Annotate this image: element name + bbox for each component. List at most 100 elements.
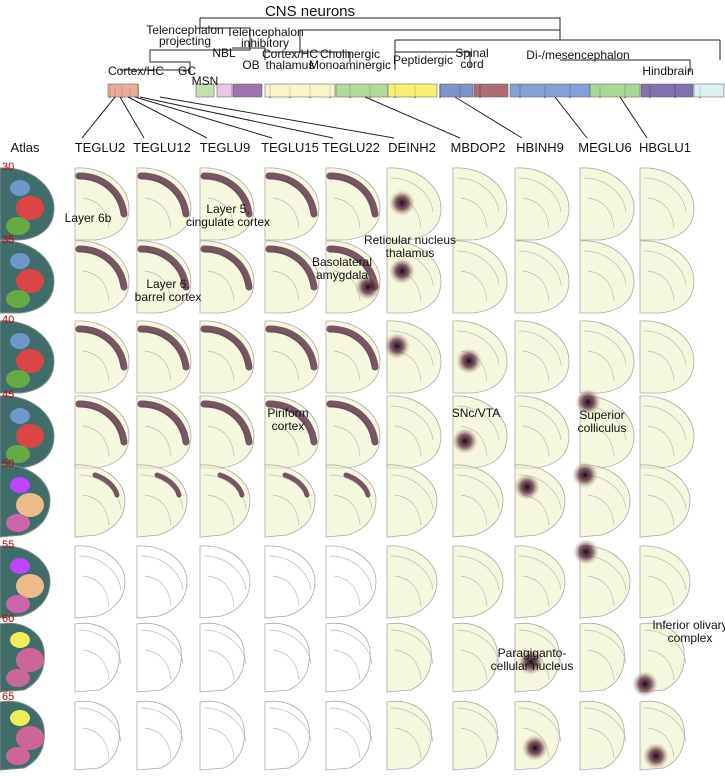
section-contour bbox=[456, 250, 500, 302]
connector-lines bbox=[81, 96, 648, 139]
section-outline bbox=[386, 395, 442, 469]
section-contour bbox=[140, 629, 184, 681]
section-contour bbox=[390, 707, 434, 759]
section-contour bbox=[140, 707, 184, 759]
column-label: TEGLU9 bbox=[200, 140, 251, 155]
brain-section bbox=[514, 240, 570, 314]
cluster-band bbox=[335, 83, 389, 98]
section-outline bbox=[325, 545, 377, 619]
section-outline bbox=[325, 395, 381, 469]
tree-label: Spinal bbox=[455, 46, 488, 60]
section-contour bbox=[518, 555, 562, 607]
brain-section bbox=[264, 395, 320, 469]
brain-section bbox=[199, 545, 251, 619]
atlas-label: Atlas bbox=[11, 140, 40, 155]
section-contour bbox=[329, 555, 373, 607]
atlas-section bbox=[0, 167, 55, 241]
section-outline bbox=[579, 240, 635, 314]
section-outline bbox=[514, 395, 570, 469]
section-contour bbox=[456, 707, 500, 759]
tree-label: cord bbox=[460, 57, 483, 71]
brain-section bbox=[639, 240, 695, 314]
brain-section bbox=[325, 700, 373, 771]
section-outline bbox=[136, 240, 192, 314]
section-outline bbox=[452, 167, 508, 241]
atlas-region bbox=[10, 477, 30, 493]
atlas-region bbox=[10, 710, 30, 726]
brain-section bbox=[199, 464, 251, 538]
signal bbox=[217, 472, 245, 498]
atlas-region bbox=[10, 180, 30, 196]
brain-section bbox=[74, 395, 130, 469]
section-outline bbox=[579, 395, 635, 469]
signal bbox=[200, 400, 253, 446]
section-contour bbox=[583, 250, 627, 302]
signal bbox=[522, 735, 548, 761]
sections bbox=[0, 167, 695, 771]
tree-label: Cholinergic bbox=[320, 47, 380, 61]
section-contour bbox=[643, 250, 687, 302]
section-outline bbox=[452, 545, 504, 619]
tree-label: Monoaminergic bbox=[309, 58, 391, 72]
signal bbox=[265, 245, 318, 291]
section-contour bbox=[518, 177, 562, 229]
brain-section bbox=[579, 700, 627, 771]
brain-section bbox=[74, 622, 122, 693]
section-outline bbox=[136, 320, 192, 394]
cluster-band bbox=[264, 83, 336, 98]
cluster-band bbox=[107, 83, 139, 98]
brain-section bbox=[386, 240, 442, 314]
section-contour bbox=[203, 474, 247, 526]
atlas-region bbox=[10, 632, 30, 648]
brain-section bbox=[264, 464, 316, 538]
section-outline bbox=[74, 320, 130, 394]
signal bbox=[326, 172, 379, 218]
brain-section bbox=[74, 545, 126, 619]
figure-title: CNS neurons bbox=[265, 3, 355, 20]
atlas-region bbox=[6, 445, 30, 463]
signal bbox=[92, 472, 120, 498]
connector bbox=[119, 96, 145, 139]
cluster-bands bbox=[107, 83, 725, 98]
section-contour bbox=[643, 405, 687, 457]
column-label: HBGLU1 bbox=[639, 140, 691, 155]
signal bbox=[456, 348, 482, 374]
brain-section bbox=[639, 167, 695, 241]
cluster-band bbox=[216, 83, 233, 98]
brain-section bbox=[452, 240, 508, 314]
brain-section bbox=[199, 395, 255, 469]
column-label: TEGLU12 bbox=[133, 140, 191, 155]
row-label: 40 bbox=[2, 314, 14, 326]
section-contour bbox=[203, 555, 247, 607]
brain-section bbox=[199, 700, 247, 771]
brain-section bbox=[74, 464, 126, 538]
brain-section bbox=[199, 240, 255, 314]
signal bbox=[200, 325, 253, 371]
cluster-band bbox=[195, 83, 215, 98]
brain-section bbox=[264, 320, 320, 394]
atlas-section bbox=[0, 464, 51, 538]
brain-section bbox=[514, 700, 562, 771]
brain-section bbox=[136, 464, 188, 538]
brain-section bbox=[325, 622, 373, 693]
section-contour bbox=[78, 555, 122, 607]
atlas-region bbox=[10, 408, 30, 424]
section-outline bbox=[136, 395, 192, 469]
atlas-region bbox=[6, 595, 30, 613]
tree-label: Peptidergic bbox=[393, 53, 453, 67]
brain-section bbox=[325, 167, 381, 241]
section-contour bbox=[268, 474, 312, 526]
signal bbox=[384, 333, 410, 359]
brain-section bbox=[199, 622, 247, 693]
section-outline bbox=[386, 545, 438, 619]
section-outline bbox=[199, 320, 255, 394]
brain-section bbox=[136, 545, 188, 619]
signal bbox=[575, 389, 601, 415]
signal bbox=[137, 245, 190, 291]
atlas-region bbox=[16, 269, 44, 293]
signal bbox=[389, 190, 415, 216]
section-contour bbox=[329, 707, 373, 759]
section-outline bbox=[639, 320, 695, 394]
tree-label: GC bbox=[178, 64, 196, 78]
